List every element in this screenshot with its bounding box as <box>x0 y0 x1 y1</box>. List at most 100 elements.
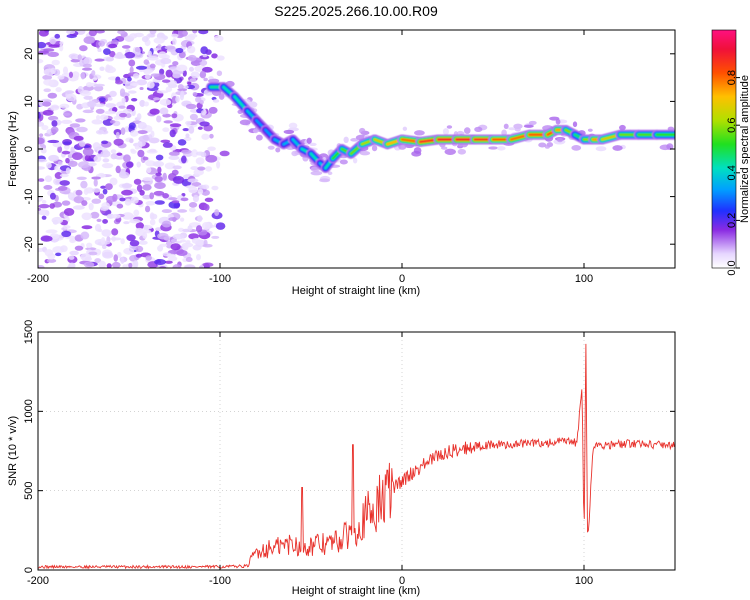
noise-speckle <box>119 88 126 97</box>
noise-speckle <box>72 71 80 79</box>
noise-speckle <box>109 90 117 97</box>
halo-speckle <box>288 122 298 129</box>
noise-speckle <box>69 123 81 128</box>
noise-speckle <box>139 99 146 107</box>
snr-y-label: SNR (10 * v/v) <box>7 416 19 486</box>
noise-speckle <box>127 76 132 82</box>
noise-speckle <box>171 113 178 119</box>
noise-speckle <box>142 194 152 200</box>
noise-speckle <box>175 47 184 54</box>
noise-speckle <box>184 136 192 142</box>
noise-speckle <box>110 149 117 154</box>
noise-speckle <box>159 98 172 106</box>
x-tick-label: 0 <box>399 273 405 285</box>
noise-speckle <box>68 262 76 268</box>
noise-speckle <box>144 74 151 80</box>
noise-speckle <box>168 217 178 222</box>
noise-speckle <box>116 251 122 258</box>
noise-speckle <box>168 197 178 201</box>
colorbar-gradient <box>711 29 737 269</box>
noise-speckle <box>201 66 213 73</box>
noise-speckle <box>111 261 121 268</box>
halo-speckle <box>503 123 509 129</box>
halo-speckle <box>463 127 471 134</box>
noise-speckle <box>130 82 140 87</box>
noise-speckle <box>205 154 218 163</box>
noise-speckle <box>126 234 136 242</box>
noise-speckle <box>149 219 156 226</box>
noise-speckle <box>74 245 84 251</box>
halo-speckle <box>350 138 359 142</box>
noise-speckle <box>156 90 169 94</box>
noise-speckles <box>38 30 675 268</box>
noise-speckle <box>99 206 109 211</box>
noise-speckle <box>59 44 64 52</box>
noise-speckle <box>105 183 113 191</box>
noise-speckle <box>195 254 202 261</box>
noise-speckle <box>160 139 171 143</box>
noise-speckle <box>157 245 164 252</box>
noise-speckle <box>59 103 70 109</box>
noise-speckle <box>202 243 213 248</box>
noise-speckle <box>154 259 167 266</box>
noise-speckle <box>187 178 199 183</box>
noise-speckle <box>38 137 45 145</box>
snr-x-label: Height of straight line (km) <box>292 585 420 597</box>
noise-speckle <box>172 176 185 184</box>
noise-speckle <box>151 108 158 114</box>
noise-speckle <box>69 250 79 256</box>
noise-speckle <box>72 205 85 210</box>
noise-speckle <box>38 196 43 202</box>
noise-speckle <box>42 74 53 80</box>
halo-speckle <box>283 129 295 135</box>
x-tick-label: 100 <box>575 575 593 587</box>
x-tick-label: -200 <box>27 575 49 587</box>
halo-speckle <box>619 124 626 131</box>
noise-speckle <box>102 158 110 163</box>
halo-speckle <box>371 145 378 152</box>
halo-speckle <box>508 127 516 131</box>
noise-speckle <box>129 130 139 137</box>
y-tick-label: 1500 <box>23 320 35 344</box>
noise-speckle <box>101 229 112 237</box>
noise-speckle <box>186 45 196 54</box>
colorbar-ticks: 0.0 0.2 0.4 0.6 0.8 <box>726 70 740 276</box>
halo-speckle <box>413 147 422 154</box>
noise-speckle <box>41 199 47 204</box>
noise-speckle <box>201 133 210 140</box>
noise-speckle <box>86 242 93 249</box>
noise-speckle <box>97 48 102 53</box>
noise-speckle <box>136 79 148 86</box>
noise-speckle <box>49 203 56 209</box>
noise-speckle <box>188 202 198 208</box>
noise-speckle <box>48 154 59 162</box>
noise-speckle <box>146 81 155 89</box>
halo-speckle <box>402 126 408 131</box>
noise-speckle <box>105 64 111 73</box>
halo-speckle <box>339 159 348 165</box>
noise-speckle <box>62 225 71 229</box>
noise-speckle <box>144 229 152 234</box>
noise-speckle <box>44 175 53 183</box>
noise-speckle <box>164 45 176 50</box>
noise-speckle <box>106 263 112 268</box>
noise-speckle <box>51 59 60 66</box>
noise-speckle <box>80 253 92 261</box>
noise-speckle <box>54 165 59 171</box>
noise-speckle <box>135 227 143 233</box>
noise-speckle <box>214 209 220 216</box>
noise-speckle <box>201 109 207 115</box>
noise-speckle <box>130 196 139 204</box>
y-tick-label: 0 <box>23 567 35 573</box>
x-tick-label: 0 <box>399 575 405 587</box>
noise-speckle <box>93 179 98 187</box>
noise-speckle <box>50 126 59 133</box>
noise-speckle <box>185 133 190 139</box>
noise-speckle <box>179 217 185 222</box>
noise-speckle <box>154 200 165 205</box>
noise-speckle <box>88 251 98 256</box>
halo-speckle <box>523 124 534 128</box>
noise-speckle <box>120 238 125 245</box>
noise-speckle <box>80 231 90 240</box>
noise-speckle <box>42 109 54 116</box>
